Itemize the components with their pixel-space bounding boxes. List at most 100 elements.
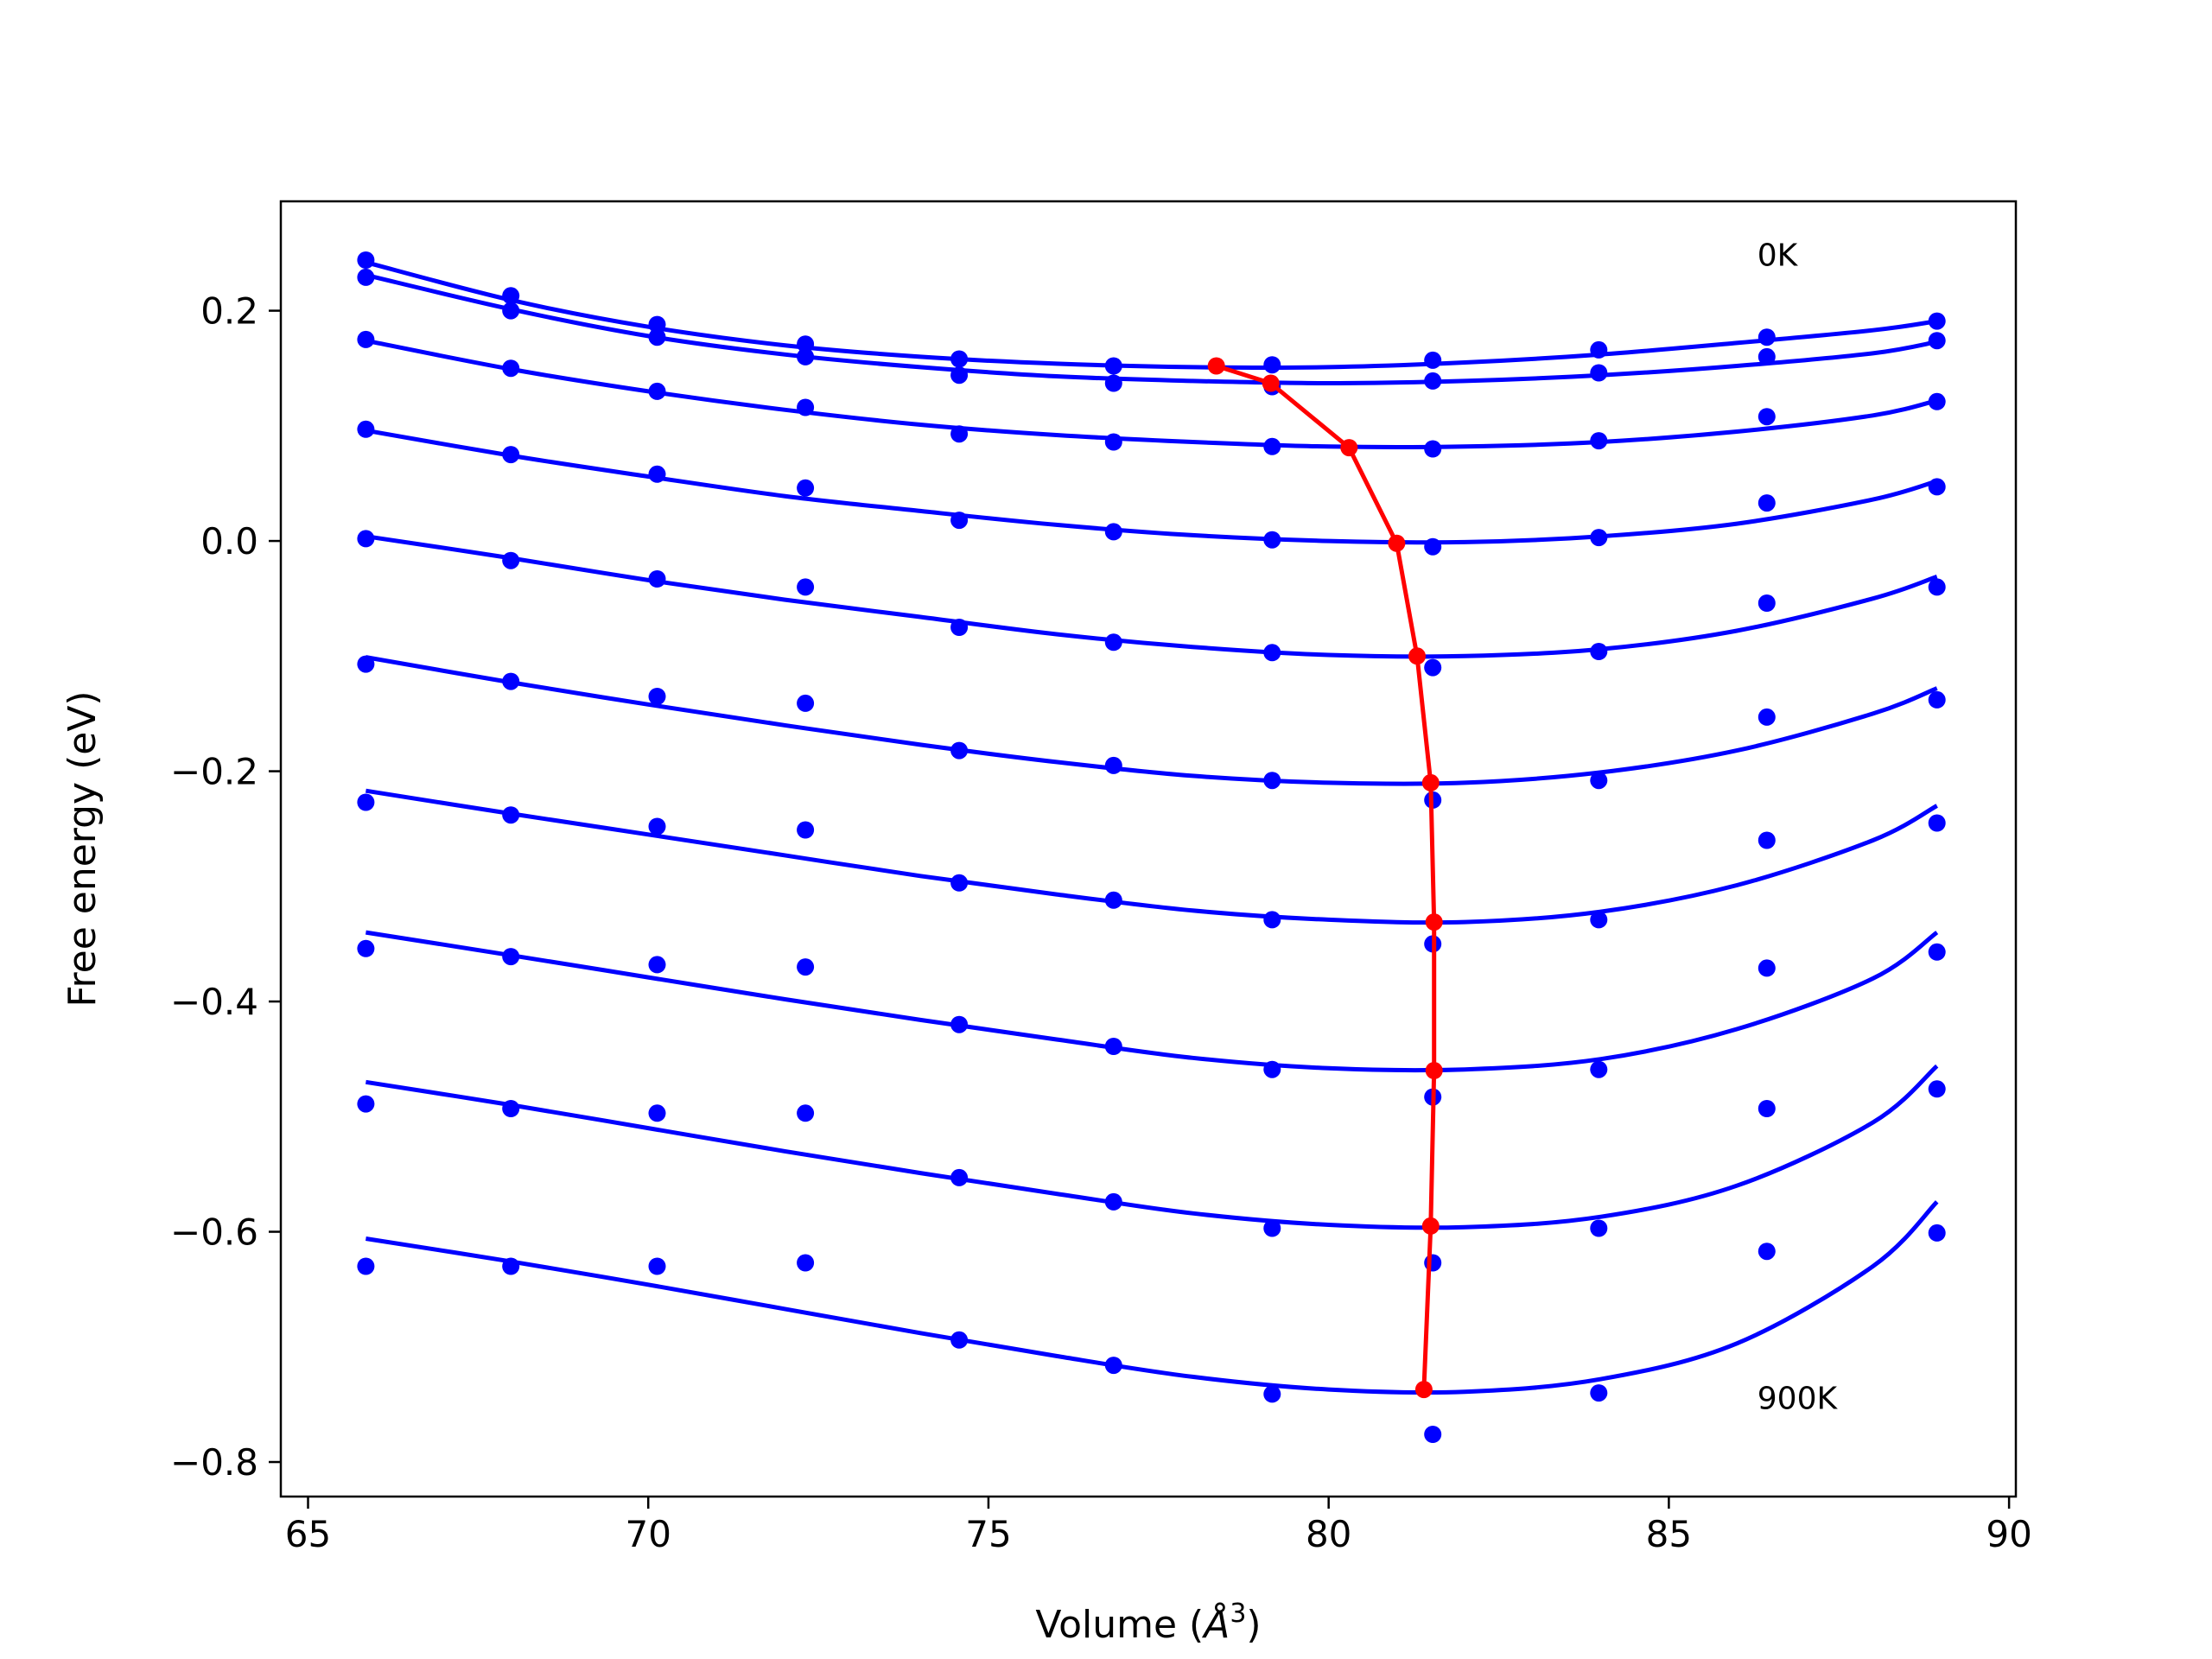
- fit-curve-2: [365, 272, 1938, 385]
- data-point: [1263, 1385, 1281, 1403]
- data-point: [1263, 356, 1281, 374]
- data-point: [1263, 644, 1281, 662]
- data-point: [1263, 531, 1281, 549]
- data-point: [1928, 312, 1946, 330]
- x-axis-label: Volume (Å3): [1035, 1599, 1261, 1647]
- equilibrium-line: [1215, 364, 1437, 1390]
- data-point: [1758, 831, 1776, 849]
- annotation-label: 0K: [1758, 238, 1799, 274]
- equilibrium-point: [1414, 1381, 1433, 1399]
- data-point: [357, 939, 375, 957]
- x-tick-label: 75: [965, 1513, 1011, 1555]
- data-point: [1928, 1080, 1946, 1098]
- data-point: [648, 465, 666, 483]
- data-point: [950, 512, 969, 530]
- data-point: [797, 821, 815, 839]
- data-point: [648, 382, 666, 400]
- data-point: [502, 446, 520, 464]
- data-point: [1104, 1192, 1122, 1211]
- fit-curves: [365, 260, 1939, 1395]
- equilibrium-point: [1388, 534, 1406, 552]
- data-point: [950, 874, 969, 892]
- fit-curve-10: [365, 1200, 1939, 1395]
- data-point: [1424, 372, 1442, 390]
- fit-curve-6: [365, 655, 1938, 786]
- fit-curve-7: [365, 788, 1938, 925]
- data-point: [1424, 1426, 1442, 1443]
- data-point: [1928, 578, 1946, 596]
- data-point: [950, 366, 969, 385]
- fit-curve-9: [365, 1064, 1939, 1230]
- equilibrium-point: [1425, 913, 1443, 931]
- data-point: [648, 315, 666, 334]
- data-point: [1758, 708, 1776, 726]
- x-axis-label-close: ): [1246, 1603, 1261, 1647]
- x-axis-ticks: 65 70 75 80 85 90: [285, 1497, 2032, 1555]
- data-point: [1263, 911, 1281, 929]
- y-tick-label: −0.6: [170, 1211, 258, 1254]
- data-point: [1104, 374, 1122, 392]
- data-point: [797, 398, 815, 416]
- equilibrium-point: [1262, 374, 1280, 392]
- data-point: [357, 330, 375, 348]
- equilibrium-point: [1207, 357, 1225, 375]
- data-point: [1263, 772, 1281, 790]
- data-point: [1263, 1060, 1281, 1078]
- data-points: [357, 251, 1946, 1443]
- data-point: [1590, 432, 1608, 450]
- data-point: [1928, 478, 1946, 496]
- data-point: [648, 817, 666, 836]
- equilibrium-curve: [1207, 357, 1443, 1399]
- data-point: [1928, 690, 1946, 709]
- data-point: [1263, 437, 1281, 455]
- x-tick-label: 90: [1986, 1513, 2031, 1555]
- x-tick-label: 80: [1306, 1513, 1351, 1555]
- y-tick-label: −0.4: [170, 981, 258, 1023]
- data-point: [950, 350, 969, 368]
- data-point: [1928, 814, 1946, 832]
- data-point: [502, 1100, 520, 1117]
- data-point: [1104, 1357, 1122, 1375]
- data-point: [797, 694, 815, 712]
- data-point: [1590, 1384, 1608, 1402]
- data-point: [502, 948, 520, 966]
- y-tick-label: −0.2: [170, 751, 258, 793]
- data-point: [357, 251, 375, 269]
- y-tick-label: 0.0: [200, 520, 258, 563]
- equilibrium-point: [1425, 1062, 1443, 1079]
- data-point: [950, 1015, 969, 1033]
- data-point: [1104, 433, 1122, 451]
- data-point: [357, 1095, 375, 1113]
- data-point: [1590, 911, 1608, 929]
- data-point: [648, 688, 666, 705]
- data-point: [1104, 357, 1122, 375]
- data-point: [950, 1331, 969, 1349]
- data-point: [950, 741, 969, 760]
- data-point: [1104, 756, 1122, 774]
- data-point: [1758, 347, 1776, 365]
- data-point: [502, 1257, 520, 1275]
- data-point: [1424, 1254, 1442, 1272]
- equilibrium-point: [1408, 647, 1426, 665]
- data-point: [1758, 408, 1776, 426]
- data-point: [1758, 1243, 1776, 1261]
- fit-curve-8: [365, 930, 1939, 1073]
- x-tick-label: 65: [285, 1513, 331, 1555]
- fit-curve-1: [365, 260, 1938, 370]
- y-axis-ticks: 0.2 0.0 −0.2 −0.4 −0.6 −0.8: [170, 290, 281, 1484]
- plot-frame: [279, 200, 2018, 1498]
- data-point: [1928, 332, 1946, 350]
- data-point: [502, 302, 520, 320]
- data-point: [1424, 658, 1442, 677]
- annotations: 0K 900K: [1758, 238, 1839, 1417]
- data-point: [797, 335, 815, 353]
- data-point: [1590, 643, 1608, 660]
- data-point: [1590, 1060, 1608, 1078]
- data-point: [1928, 1224, 1946, 1242]
- data-point: [357, 793, 375, 811]
- data-point: [648, 1104, 666, 1122]
- data-point: [502, 672, 520, 690]
- data-point: [502, 359, 520, 378]
- data-point: [797, 347, 815, 365]
